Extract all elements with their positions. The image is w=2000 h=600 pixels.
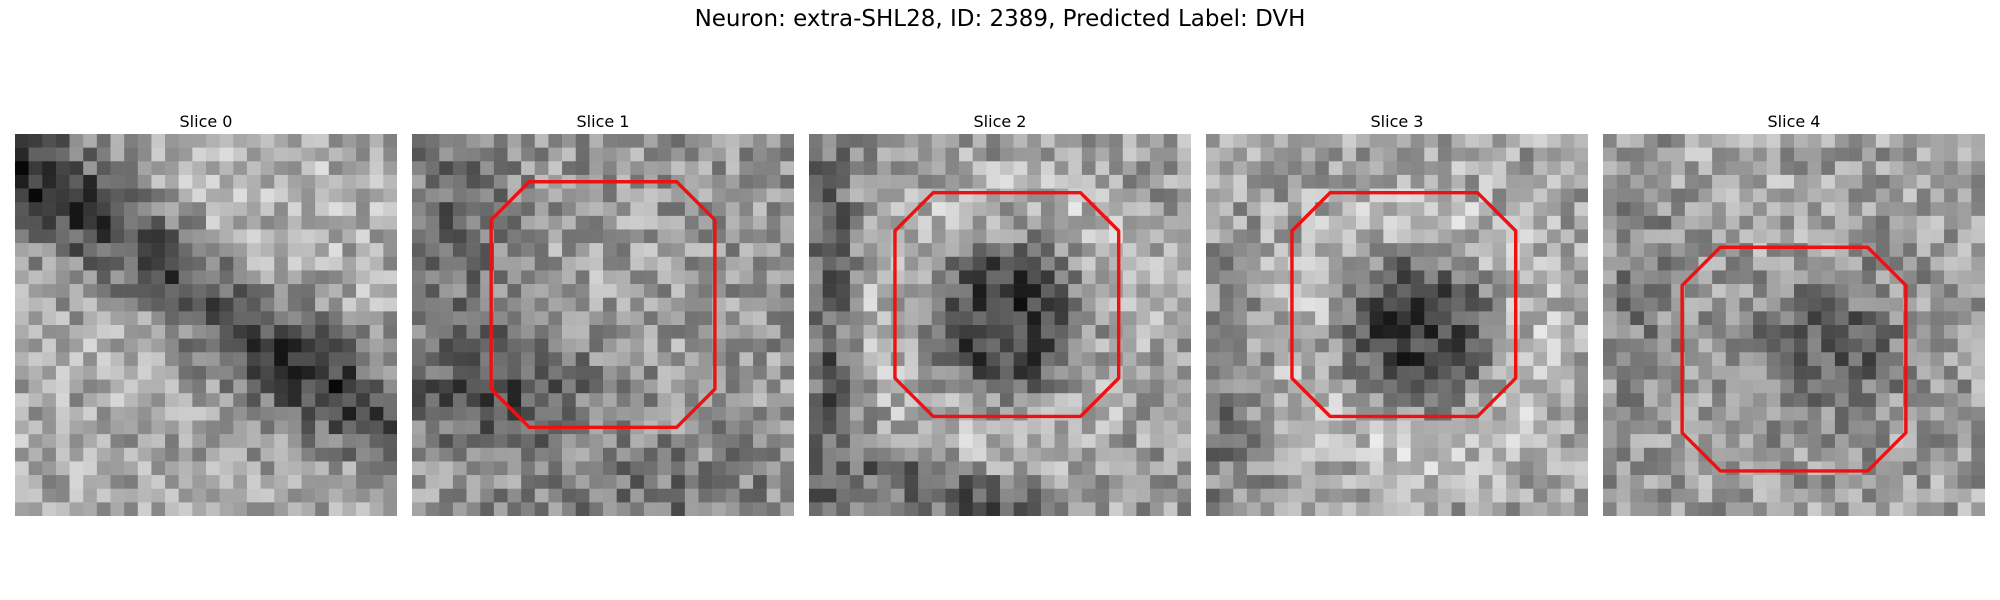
slice-image (15, 134, 397, 516)
figure-title: Neuron: extra-SHL28, ID: 2389, Predicted… (694, 6, 1306, 32)
panel-title: Slice 4 (1767, 112, 1821, 131)
panel-title: Slice 2 (973, 112, 1027, 131)
slice-image (412, 134, 794, 516)
panel-title: Slice 3 (1370, 112, 1424, 131)
slice-image (1603, 134, 1985, 516)
roi-contour (893, 190, 1121, 419)
roi-contour (489, 180, 717, 430)
roi-contour (1680, 245, 1908, 473)
panel-title: Slice 0 (179, 112, 233, 131)
roi-contour (1290, 190, 1518, 419)
slice-image (809, 134, 1191, 516)
panel-title: Slice 1 (576, 112, 630, 131)
slice-image (1206, 134, 1588, 516)
